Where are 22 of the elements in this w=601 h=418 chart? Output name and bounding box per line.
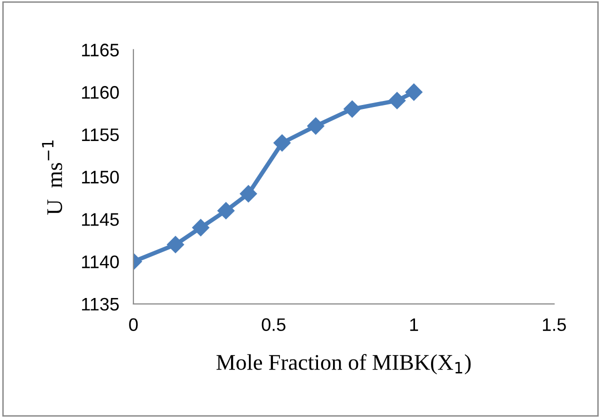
y-axis-title: U ms$^{−1}$: [42, 140, 62, 215]
x-tick-label: 1: [410, 318, 418, 331]
y-tick-label: 1165: [82, 44, 119, 56]
point: [240, 185, 257, 202]
point: [192, 219, 210, 236]
x-axis-title: Mole Fraction of MIBK(X$_{1}$): [216, 354, 471, 374]
x-tick-label: 0: [129, 318, 138, 332]
y-tick-label: 1160: [82, 86, 119, 99]
point: [217, 202, 235, 220]
point: [274, 134, 291, 152]
point: [307, 117, 324, 135]
x-tick-label: 0.5: [262, 318, 286, 332]
y-tick-label: 1155: [82, 128, 119, 142]
y-tick-label: 1135: [82, 298, 119, 311]
y-tick-label: 1140: [82, 255, 119, 268]
y-tick-label: 1145: [82, 213, 119, 226]
point: [388, 92, 406, 110]
y-tick-label: 1150: [82, 170, 119, 184]
x-tick-label: 1.5: [542, 318, 566, 332]
point: [344, 100, 361, 118]
point: [405, 84, 422, 101]
point: [166, 236, 184, 254]
